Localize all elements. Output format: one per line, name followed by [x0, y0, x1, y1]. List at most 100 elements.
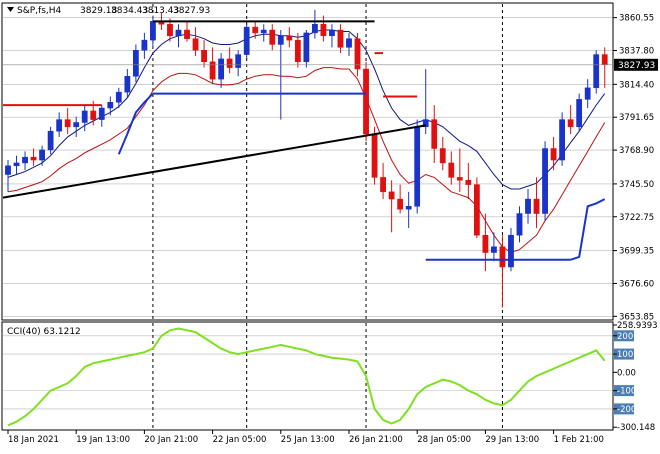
cci-plot-frame: [1, 321, 614, 431]
candle-body: [260, 29, 267, 34]
price-tick-label: 3860.55: [619, 14, 654, 24]
candle-body: [380, 177, 386, 193]
candle-body: [209, 61, 216, 80]
candle-body: [482, 234, 489, 253]
time-tick-label: 18 Jan 2021: [8, 435, 59, 445]
price-tick-label: 3699.35: [619, 247, 654, 257]
candle-body: [584, 87, 591, 100]
candle-body: [73, 122, 80, 128]
price-tick-label: 3676.60: [619, 279, 654, 289]
blue-stop-line: [117, 92, 154, 155]
candle-body: [567, 119, 574, 128]
candle-body: [363, 68, 369, 135]
drawn-lines: [2, 20, 612, 261]
price-tick-label: 3814.40: [619, 80, 654, 90]
candle-body: [277, 35, 284, 45]
time-tick-label: 20 Jan 21:00: [144, 435, 198, 445]
cci-tick-label: 100: [617, 350, 633, 360]
header-close: 3827.93: [173, 6, 210, 16]
header-open: 3829.18: [80, 6, 117, 16]
cci-line: [7, 327, 606, 427]
candle-body: [150, 21, 156, 41]
candle-body: [312, 23, 318, 34]
candle-body: [542, 148, 548, 214]
time-tick-label: 1 Feb 21:00: [554, 435, 604, 445]
candle-body: [39, 149, 45, 161]
candle-body: [141, 39, 148, 51]
cci-tick-highlight: [614, 348, 634, 360]
header-triangle-icon: [7, 7, 14, 12]
candle-body: [550, 148, 557, 161]
current-price-label: 3827.93: [618, 61, 655, 71]
candle-body: [422, 119, 429, 128]
chart-header: S&P,fs,H4 3829.18 3834.43 3813.43 3827.9…: [7, 6, 210, 16]
candle-body: [337, 29, 344, 48]
time-tick-label: 26 Jan 21:00: [349, 435, 403, 445]
price-tick-label: 3653.85: [619, 312, 654, 322]
candle-body: [473, 184, 480, 236]
candle-body: [405, 206, 412, 210]
cci-tick-label: -100: [617, 387, 636, 397]
candle-body: [22, 156, 28, 164]
candle-body: [576, 99, 583, 128]
candle-body: [47, 130, 54, 151]
candle-body: [243, 26, 250, 55]
candle-body: [508, 234, 514, 268]
candle-body: [533, 198, 540, 214]
cci-series: [7, 327, 606, 427]
candle-body: [252, 26, 259, 34]
time-tick-label: 29 Jan 13:00: [485, 435, 539, 445]
time-tick-label: 28 Jan 05:00: [417, 435, 471, 445]
cci-tick-highlight: [614, 403, 634, 415]
cci-title: CCI(40) 63.1212: [7, 327, 81, 337]
candle-body: [294, 39, 301, 63]
candle-body: [448, 162, 455, 178]
cci-tick-highlight: [614, 330, 634, 342]
price-tick-label: 3745.50: [619, 180, 654, 190]
candle-body: [132, 49, 139, 77]
current-price-tag-bg: [614, 58, 658, 71]
price-tick-label: 3791.65: [619, 113, 654, 123]
candle-body: [354, 38, 361, 70]
candle-body: [64, 119, 71, 128]
candle-body: [269, 29, 276, 45]
time-tick-label: 25 Jan 13:00: [281, 435, 335, 445]
main-grid: [3, 17, 612, 317]
price-tick-label: 3768.90: [619, 146, 654, 156]
header-low: 3813.43: [142, 6, 179, 16]
cci-tick-highlight: [614, 385, 634, 397]
cci-tick-label: -200: [617, 405, 636, 415]
candle-body: [388, 191, 395, 200]
cci-tick-label: 200: [617, 332, 633, 342]
candle-body: [303, 32, 310, 63]
candle-body: [320, 23, 327, 37]
candle-body: [98, 107, 105, 120]
candle-body: [414, 126, 421, 207]
current-price-tag: 3827.93: [614, 58, 658, 71]
candle-body: [175, 29, 182, 37]
candle-body: [167, 23, 173, 37]
header-high: 3834.43: [111, 6, 148, 16]
candlesticks: [5, 9, 608, 308]
candle-body: [226, 58, 233, 68]
time-axis: 18 Jan 2021 19 Jan 13:00 20 Jan 21:00 22 Ja…: [7, 430, 604, 445]
candle-body: [201, 49, 207, 63]
candle-body: [431, 119, 438, 149]
cci-tick-label: 0.00: [617, 368, 636, 378]
candle-body: [90, 110, 97, 120]
candle-body: [235, 54, 242, 68]
candle-body: [601, 54, 608, 65]
candle-body: [491, 246, 497, 253]
candle-body: [329, 29, 335, 37]
candle-body: [346, 38, 352, 48]
time-tick-label: 22 Jan 05:00: [213, 435, 267, 445]
time-tick-label: 19 Jan 13:00: [76, 435, 130, 445]
candle-body: [124, 75, 131, 93]
candle-body: [56, 119, 63, 132]
candle-body: [13, 162, 20, 167]
candle-body: [81, 110, 88, 123]
price-tick-label: 3837.80: [619, 47, 654, 57]
